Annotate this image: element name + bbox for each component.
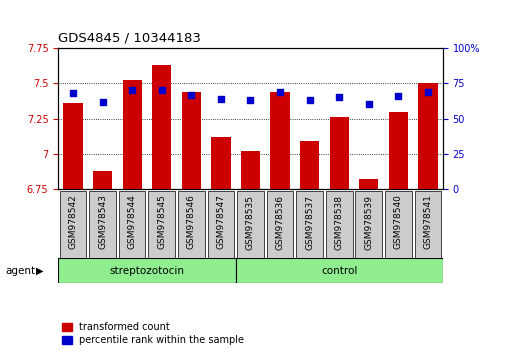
Legend: transformed count, percentile rank within the sample: transformed count, percentile rank withi…	[58, 319, 248, 349]
Text: GSM978540: GSM978540	[393, 195, 402, 250]
FancyBboxPatch shape	[325, 191, 352, 258]
Text: GSM978547: GSM978547	[216, 195, 225, 250]
FancyBboxPatch shape	[266, 191, 293, 258]
Text: GSM978546: GSM978546	[186, 195, 195, 250]
Point	[128, 87, 136, 93]
Bar	[329, 117, 348, 189]
Text: GSM978535: GSM978535	[245, 195, 255, 250]
Text: GDS4845 / 10344183: GDS4845 / 10344183	[58, 31, 200, 44]
Bar	[388, 112, 407, 189]
Text: GSM978536: GSM978536	[275, 195, 284, 250]
Bar	[122, 80, 141, 189]
FancyBboxPatch shape	[148, 191, 175, 258]
Point	[246, 97, 254, 103]
Point	[69, 90, 77, 96]
FancyBboxPatch shape	[237, 191, 263, 258]
Point	[364, 102, 372, 107]
Text: GSM978538: GSM978538	[334, 195, 343, 250]
Point	[393, 93, 401, 99]
Bar	[152, 65, 171, 189]
Point	[275, 89, 283, 95]
FancyBboxPatch shape	[207, 191, 234, 258]
FancyBboxPatch shape	[119, 191, 145, 258]
Text: GSM978539: GSM978539	[364, 195, 373, 250]
Text: control: control	[320, 266, 357, 276]
FancyBboxPatch shape	[355, 191, 381, 258]
Text: GSM978543: GSM978543	[98, 195, 107, 250]
Point	[334, 95, 342, 100]
Bar	[211, 137, 230, 189]
FancyBboxPatch shape	[89, 191, 116, 258]
FancyBboxPatch shape	[235, 258, 442, 283]
Text: agent: agent	[5, 266, 35, 276]
Text: GSM978542: GSM978542	[68, 195, 77, 249]
Point	[305, 97, 313, 103]
Bar	[63, 103, 82, 189]
FancyBboxPatch shape	[414, 191, 440, 258]
FancyBboxPatch shape	[384, 191, 411, 258]
Point	[423, 89, 431, 95]
FancyBboxPatch shape	[60, 191, 86, 258]
FancyBboxPatch shape	[178, 191, 204, 258]
Text: GSM978544: GSM978544	[127, 195, 136, 249]
Bar	[93, 171, 112, 189]
Point	[98, 99, 107, 104]
Bar	[270, 92, 289, 189]
Text: GSM978541: GSM978541	[423, 195, 432, 250]
Text: streptozotocin: streptozotocin	[109, 266, 184, 276]
Text: ▶: ▶	[36, 266, 44, 276]
Bar	[299, 141, 319, 189]
FancyBboxPatch shape	[58, 258, 235, 283]
Bar	[181, 92, 200, 189]
Bar	[240, 151, 260, 189]
Bar	[418, 83, 437, 189]
Point	[187, 92, 195, 97]
Point	[217, 96, 225, 102]
Text: GSM978537: GSM978537	[305, 195, 314, 250]
FancyBboxPatch shape	[296, 191, 322, 258]
Text: GSM978545: GSM978545	[157, 195, 166, 250]
Bar	[359, 179, 378, 189]
Point	[158, 87, 166, 93]
